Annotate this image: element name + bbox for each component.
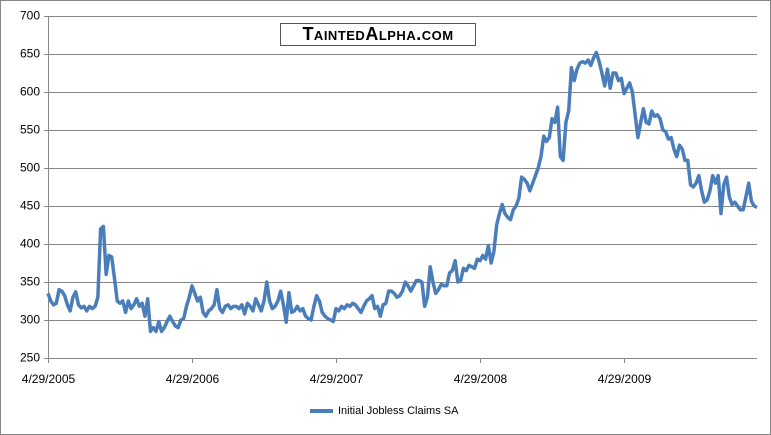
y-tick-label: 250 [20, 351, 40, 365]
x-tick-label: 4/29/2007 [310, 372, 364, 386]
series-line [46, 50, 758, 334]
x-tick-label: 4/29/2008 [454, 372, 508, 386]
legend-label: Initial Jobless Claims SA [338, 405, 459, 417]
y-tick-label: 700 [20, 9, 40, 23]
y-tick-label: 650 [20, 47, 40, 61]
watermark: TaintedAlpha.com [302, 24, 453, 44]
y-tick-label: 450 [20, 199, 40, 213]
watermark-box [280, 23, 476, 46]
y-tick-label: 400 [20, 237, 40, 251]
y-tick-label: 350 [20, 275, 40, 289]
x-tick-label: 4/29/2005 [22, 372, 76, 386]
y-tick-label: 300 [20, 313, 40, 327]
x-tick-label: 4/29/2009 [598, 372, 652, 386]
y-tick-label: 550 [20, 123, 40, 137]
y-tick-label: 600 [20, 85, 40, 99]
y-tick-label: 500 [20, 161, 40, 175]
x-tick-label: 4/29/2006 [166, 372, 220, 386]
